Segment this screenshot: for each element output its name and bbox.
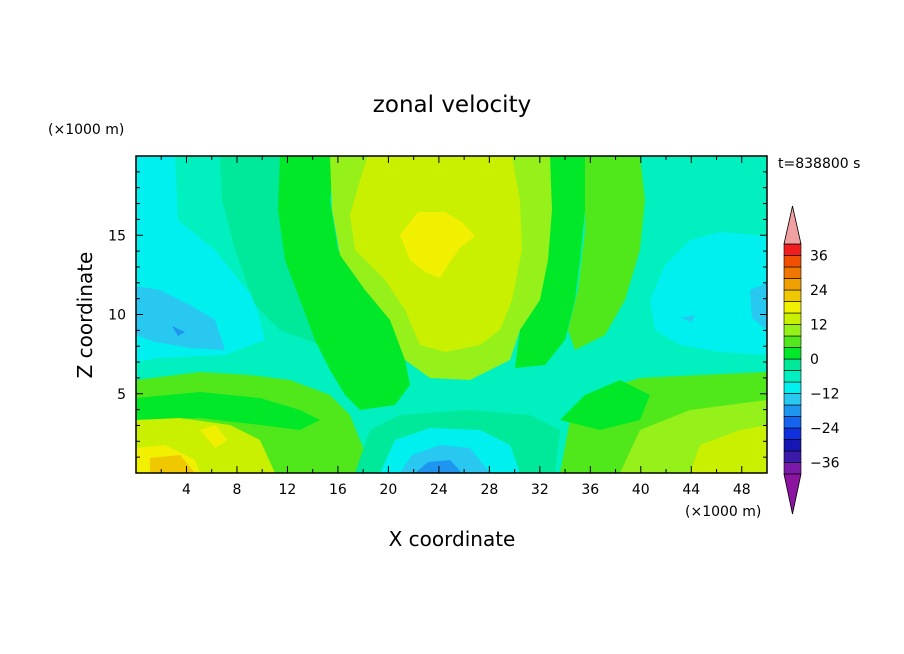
colorbar-bin xyxy=(783,416,802,429)
contour-right-lime xyxy=(568,156,645,350)
x-axis: 4 8 12 16 20 24 28 32 36 40 44 48 xyxy=(160,156,768,498)
colorbar-label: 24 xyxy=(810,283,828,299)
contour-green-band xyxy=(278,156,410,410)
colorbar-bin xyxy=(783,335,802,348)
x-tick-label: 28 xyxy=(480,482,498,498)
colorbar-bin xyxy=(783,462,802,475)
x-tick-label: 12 xyxy=(279,482,297,498)
colorbar-bin xyxy=(783,381,802,394)
x-tick-label: 20 xyxy=(379,482,397,498)
colorbar-bin xyxy=(783,358,802,371)
contour-lower-green2 xyxy=(136,392,320,430)
colorbar-bin xyxy=(783,404,802,417)
contour-right-green xyxy=(515,156,590,368)
x-tick-label: 48 xyxy=(733,482,751,498)
y-tick-label: 10 xyxy=(108,308,126,324)
colorbar-label: 36 xyxy=(810,249,828,265)
y-unit-label: (×1000 m) xyxy=(48,122,124,138)
contour-left-darkblue xyxy=(172,326,185,336)
colorbar-bin xyxy=(783,243,802,256)
colorbar-bin xyxy=(783,370,802,383)
contour-right-blue xyxy=(750,283,767,330)
contour-right-blue-spot xyxy=(680,315,695,322)
colorbar-bin xyxy=(783,427,802,440)
contour-lower-yellow-spot xyxy=(200,425,228,448)
contour-left-blue xyxy=(136,286,225,350)
contour-lower-orange xyxy=(150,455,195,473)
colorbar-label: 12 xyxy=(810,318,828,334)
contour-center-yellow xyxy=(400,212,475,278)
x-tick-label: 40 xyxy=(632,482,650,498)
x-tick-label: 44 xyxy=(682,482,700,498)
colorbar-bin xyxy=(783,450,802,463)
y-tick-label: 5 xyxy=(117,387,126,403)
colorbar-bin xyxy=(783,301,802,314)
colorbar-bin xyxy=(783,289,802,302)
colorbar-label: 0 xyxy=(810,352,819,368)
y-axis-label: Z coordinate xyxy=(73,252,97,379)
x-tick-label: 4 xyxy=(182,482,191,498)
colorbar-bin xyxy=(783,439,802,452)
contour-field xyxy=(136,156,767,473)
contour-bottom-right-green2 xyxy=(560,380,650,430)
colorbar-label: −36 xyxy=(810,456,840,472)
x-tick-label: 8 xyxy=(232,482,241,498)
colorbar-bin xyxy=(783,266,802,279)
chart-title: zonal velocity xyxy=(373,92,531,118)
contour-right-cyan xyxy=(650,232,767,355)
contour-bottom-right-yellowgreen xyxy=(690,425,767,473)
x-tick-label: 24 xyxy=(430,482,448,498)
colorbar-label: −12 xyxy=(810,387,840,403)
colorbar-extend-high xyxy=(783,205,802,245)
colorbar: 36 24 12 0 −12 −24 −36 xyxy=(783,205,840,515)
x-tick-label: 16 xyxy=(329,482,347,498)
x-tick-label: 36 xyxy=(581,482,599,498)
colorbar-bin xyxy=(783,255,802,268)
x-axis-label: X coordinate xyxy=(389,527,516,551)
time-label: t=838800 s xyxy=(778,156,860,172)
colorbar-bin xyxy=(783,278,802,291)
colorbar-bin xyxy=(783,324,802,337)
colorbar-bin xyxy=(783,347,802,360)
colorbar-label: −24 xyxy=(810,421,840,437)
x-tick-label: 32 xyxy=(531,482,549,498)
y-axis: 5 10 15 xyxy=(108,171,767,458)
colorbar-bin xyxy=(783,312,802,325)
colorbar-bin xyxy=(783,393,802,406)
y-tick-label: 15 xyxy=(108,228,126,244)
colorbar-extend-low xyxy=(783,473,802,515)
contour-bottom-blue xyxy=(400,445,490,473)
x-unit-label: (×1000 m) xyxy=(685,504,761,520)
